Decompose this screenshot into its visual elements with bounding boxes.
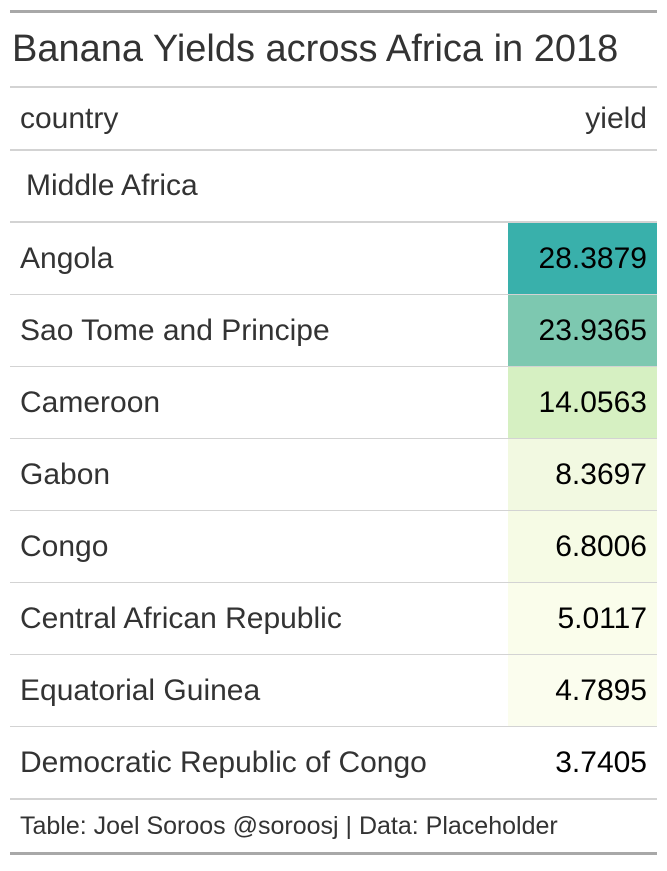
body-bottom-rule bbox=[10, 798, 657, 800]
row-divider bbox=[10, 726, 657, 727]
row-divider bbox=[10, 582, 657, 583]
country-cell: Congo bbox=[20, 529, 109, 563]
yield-cell: 8.3697 bbox=[508, 439, 657, 510]
table-body: Angola 28.3879 Sao Tome and Principe 23.936… bbox=[10, 223, 657, 798]
header-divider bbox=[10, 149, 657, 151]
table-row: Cameroon 14.0563 bbox=[10, 367, 657, 438]
row-group-label: Middle Africa bbox=[26, 169, 198, 202]
country-cell: Angola bbox=[20, 241, 114, 275]
country-cell: Cameroon bbox=[20, 385, 161, 419]
country-cell: Democratic Republic of Congo bbox=[20, 745, 427, 779]
group-divider bbox=[10, 221, 657, 223]
yield-cell: 3.7405 bbox=[508, 727, 657, 798]
country-cell: Equatorial Guinea bbox=[20, 673, 261, 707]
column-header-yield: yield bbox=[585, 101, 647, 135]
yield-cell: 28.3879 bbox=[508, 223, 657, 294]
table-row: Equatorial Guinea 4.7895 bbox=[10, 655, 657, 726]
table-top-rule bbox=[10, 10, 657, 13]
table-row: Central African Republic 5.0117 bbox=[10, 583, 657, 654]
yield-cell: 14.0563 bbox=[508, 367, 657, 438]
row-divider bbox=[10, 654, 657, 655]
table-title: Banana Yields across Africa in 2018 bbox=[12, 28, 619, 70]
row-divider bbox=[10, 294, 657, 295]
table-row: Sao Tome and Principe 23.9365 bbox=[10, 295, 657, 366]
source-note: Table: Joel Soroos @soroosj | Data: Plac… bbox=[20, 812, 558, 840]
country-cell: Sao Tome and Principe bbox=[20, 313, 330, 347]
row-divider bbox=[10, 366, 657, 367]
table-bottom-rule bbox=[10, 852, 657, 855]
country-cell: Gabon bbox=[20, 457, 111, 491]
column-header-country: country bbox=[20, 101, 119, 135]
row-divider bbox=[10, 510, 657, 511]
row-divider bbox=[10, 438, 657, 439]
country-cell: Central African Republic bbox=[20, 601, 342, 635]
yield-cell: 6.8006 bbox=[508, 511, 657, 582]
table-row: Angola 28.3879 bbox=[10, 223, 657, 294]
yield-cell: 5.0117 bbox=[508, 583, 657, 654]
column-header-row: country yield bbox=[10, 88, 657, 149]
title-divider bbox=[10, 86, 657, 88]
table-row: Congo 6.8006 bbox=[10, 511, 657, 582]
yield-cell: 4.7895 bbox=[508, 655, 657, 726]
table-row: Democratic Republic of Congo 3.7405 bbox=[10, 727, 657, 798]
data-table: Banana Yields across Africa in 2018 coun… bbox=[10, 10, 657, 855]
yield-cell: 23.9365 bbox=[508, 295, 657, 366]
table-row: Gabon 8.3697 bbox=[10, 439, 657, 510]
